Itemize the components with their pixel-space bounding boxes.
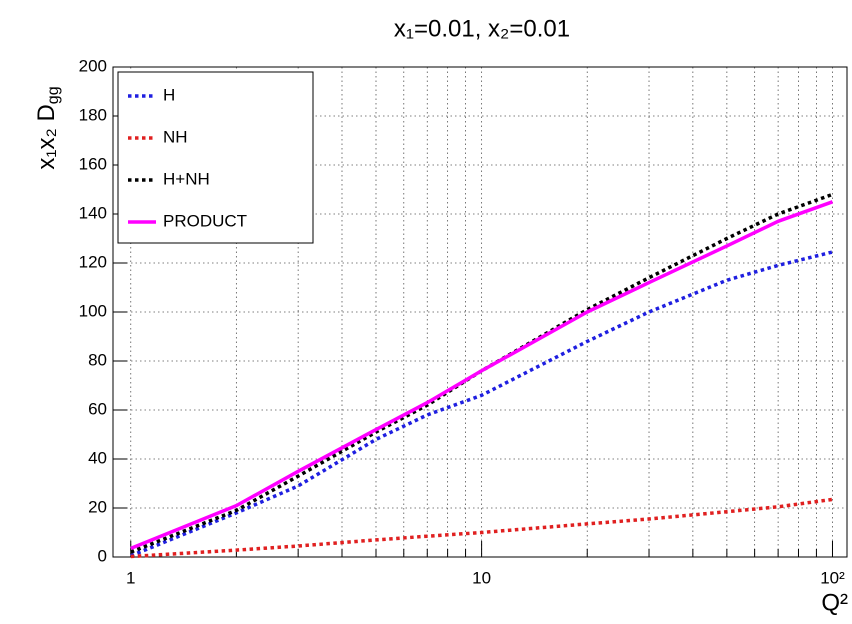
y-tick-label: 100 bbox=[79, 301, 107, 320]
x-axis-label: Q² bbox=[821, 589, 848, 616]
x-tick-label: 10 bbox=[472, 568, 491, 587]
y-tick-label: 140 bbox=[79, 203, 107, 222]
y-tick-label: 160 bbox=[79, 154, 107, 173]
line-series bbox=[130, 250, 833, 558]
line-series bbox=[130, 497, 833, 559]
y-tick-label: 60 bbox=[88, 399, 107, 418]
y-label-main: x₁x₂ D bbox=[33, 104, 60, 169]
y-tick-label: 40 bbox=[88, 448, 107, 467]
y-tick-label: 80 bbox=[88, 350, 107, 369]
legend-label: NH bbox=[163, 127, 188, 146]
legend-label: PRODUCT bbox=[163, 211, 247, 230]
x-tick-label: 1 bbox=[126, 568, 135, 587]
chart-title: x₁=0.01, x₂=0.01 bbox=[394, 15, 570, 42]
legend-label: H bbox=[163, 85, 175, 104]
legend-label: H+NH bbox=[163, 169, 210, 188]
plot-frame bbox=[112, 66, 848, 558]
line-series bbox=[130, 192, 834, 554]
y-label-sub: gg bbox=[45, 86, 62, 104]
y-tick-label: 20 bbox=[88, 497, 107, 516]
line-series bbox=[130, 200, 834, 551]
y-tick-label: 120 bbox=[79, 252, 107, 271]
y-tick-label: 200 bbox=[79, 56, 107, 75]
y-tick-label: 0 bbox=[98, 546, 107, 565]
legend-box bbox=[117, 71, 314, 244]
y-axis-label: x₁x₂ Dgg bbox=[33, 86, 62, 169]
x-tick-label: 10² bbox=[820, 568, 845, 587]
y-tick-label: 180 bbox=[79, 105, 107, 124]
